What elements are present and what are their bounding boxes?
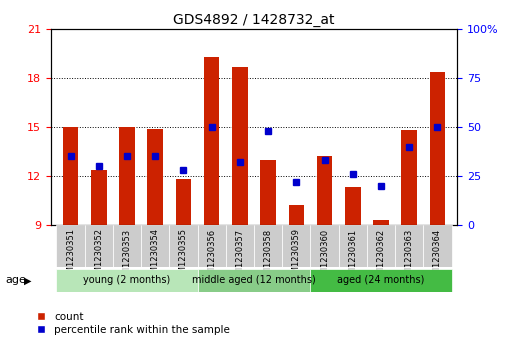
Bar xyxy=(373,220,389,225)
Bar xyxy=(317,156,332,225)
Text: GSM1230354: GSM1230354 xyxy=(151,228,160,284)
Bar xyxy=(423,225,452,267)
Text: GSM1230352: GSM1230352 xyxy=(94,228,103,284)
Bar xyxy=(91,170,107,225)
Text: aged (24 months): aged (24 months) xyxy=(337,276,425,285)
Bar xyxy=(147,129,163,225)
Bar xyxy=(430,72,445,225)
Bar xyxy=(282,225,310,267)
Bar xyxy=(289,205,304,225)
Bar xyxy=(367,225,395,267)
Bar xyxy=(232,67,247,225)
Text: GSM1230351: GSM1230351 xyxy=(66,228,75,284)
Bar xyxy=(169,225,198,267)
Legend: count, percentile rank within the sample: count, percentile rank within the sample xyxy=(36,312,230,335)
Bar xyxy=(310,225,339,267)
Bar xyxy=(401,130,417,225)
Text: GSM1230355: GSM1230355 xyxy=(179,228,188,284)
Bar xyxy=(260,160,276,225)
Bar xyxy=(56,269,198,292)
Bar xyxy=(85,225,113,267)
Text: GSM1230357: GSM1230357 xyxy=(235,228,244,285)
Text: GSM1230361: GSM1230361 xyxy=(348,228,357,285)
Bar xyxy=(254,225,282,267)
Bar xyxy=(339,225,367,267)
Text: young (2 months): young (2 months) xyxy=(83,276,171,285)
Bar xyxy=(119,127,135,225)
Bar xyxy=(310,269,452,292)
Text: ▶: ▶ xyxy=(24,276,31,285)
Bar xyxy=(56,225,85,267)
Bar xyxy=(141,225,169,267)
Text: GSM1230358: GSM1230358 xyxy=(264,228,273,285)
Text: GSM1230364: GSM1230364 xyxy=(433,228,442,285)
Text: GSM1230356: GSM1230356 xyxy=(207,228,216,285)
Title: GDS4892 / 1428732_at: GDS4892 / 1428732_at xyxy=(173,13,335,26)
Bar xyxy=(345,188,361,225)
Text: GSM1230363: GSM1230363 xyxy=(405,228,414,285)
Bar xyxy=(63,127,78,225)
Text: age: age xyxy=(5,276,26,285)
Bar xyxy=(395,225,423,267)
Text: middle aged (12 months): middle aged (12 months) xyxy=(192,276,316,285)
Text: GSM1230359: GSM1230359 xyxy=(292,228,301,284)
Text: GSM1230360: GSM1230360 xyxy=(320,228,329,285)
Text: GSM1230362: GSM1230362 xyxy=(376,228,386,285)
Bar xyxy=(198,269,310,292)
Bar xyxy=(198,225,226,267)
Text: GSM1230353: GSM1230353 xyxy=(122,228,132,285)
Bar xyxy=(204,57,219,225)
Bar xyxy=(176,179,191,225)
Bar xyxy=(226,225,254,267)
Bar xyxy=(113,225,141,267)
